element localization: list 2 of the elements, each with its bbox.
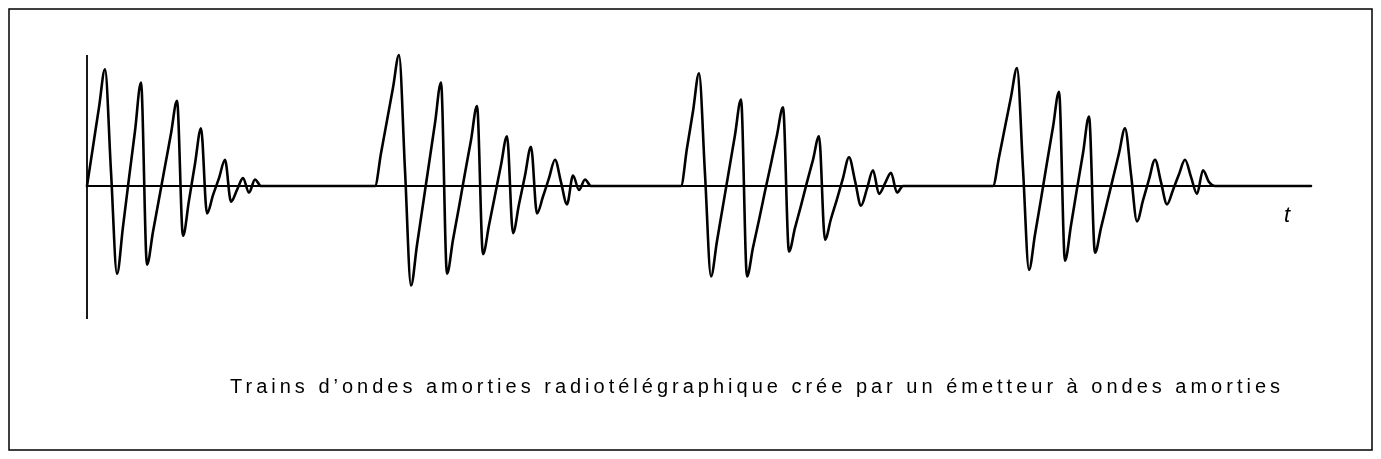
x-axis-title: t [1283, 202, 1291, 227]
text: Trains d’ondes amorties radiotélégraphique crée par un émetteur à ondes amorties [230, 375, 1280, 397]
